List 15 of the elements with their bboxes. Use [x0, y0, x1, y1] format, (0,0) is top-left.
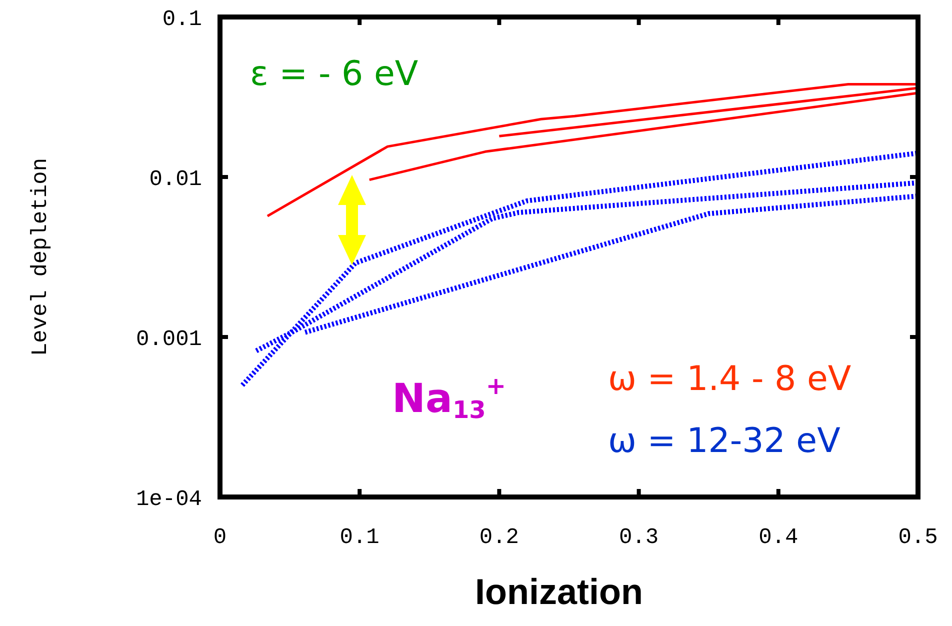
- annotation: ε = - 6 eV: [250, 54, 418, 94]
- y-tick-label: 0.01: [149, 167, 202, 192]
- y-axis-title: Level depletion: [28, 158, 53, 356]
- y-tick-label: 1e-04: [136, 487, 202, 512]
- annotation: ω = 1.4 - 8 eV: [608, 359, 852, 399]
- x-tick-label: 0.5: [898, 525, 938, 550]
- y-tick-label: 0.1: [162, 7, 202, 32]
- x-tick-label: 0.4: [758, 525, 798, 550]
- x-axis-title: Ionization: [475, 571, 643, 612]
- y-tick-label: 0.001: [136, 327, 202, 352]
- x-tick-label: 0: [213, 525, 227, 550]
- annotation: ω = 12-32 eV: [608, 421, 840, 461]
- x-tick-label: 0.3: [618, 525, 659, 550]
- x-tick-label: 0.2: [479, 525, 520, 550]
- x-tick-label: 0.1: [340, 525, 380, 550]
